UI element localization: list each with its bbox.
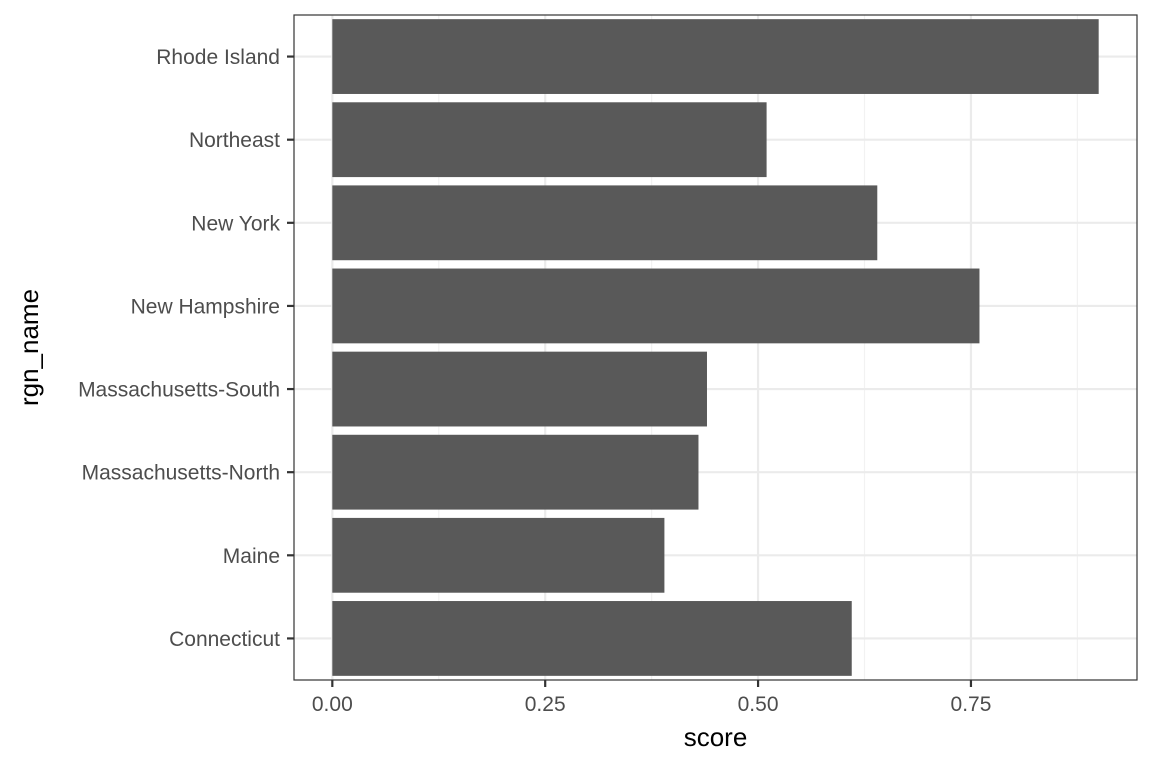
- y-axis: Connecticut Maine Massachusetts-North Massa…: [78, 46, 294, 651]
- y-tick-label: New York: [191, 212, 280, 235]
- bars: [332, 19, 1099, 676]
- y-tick-label: Northeast: [189, 129, 280, 152]
- bar: [332, 517, 665, 593]
- y-tick-label: Connecticut: [169, 628, 280, 651]
- bar: [332, 351, 707, 427]
- bar: [332, 185, 878, 261]
- x-tick-label: 0.50: [738, 693, 779, 716]
- bar: [332, 268, 980, 344]
- x-tick-label: 0.75: [951, 693, 992, 716]
- y-tick-label: Massachusetts-North: [82, 462, 280, 485]
- x-axis: 0.00 0.25 0.50 0.75: [312, 680, 992, 716]
- x-axis-title: score: [684, 722, 748, 752]
- bar: [332, 19, 1099, 94]
- y-axis-title: rgn_name: [14, 289, 44, 406]
- panel-border: [293, 14, 1138, 681]
- x-tick-label: 0.25: [525, 693, 566, 716]
- bar: [332, 601, 852, 676]
- bar: [332, 102, 767, 178]
- bar: [332, 434, 699, 510]
- y-tick-label: Massachusetts-South: [78, 379, 280, 402]
- y-tick-label: Rhode Island: [156, 46, 280, 69]
- x-tick-label: 0.00: [312, 693, 353, 716]
- y-tick-label: New Hampshire: [131, 295, 280, 318]
- y-tick-label: Maine: [223, 545, 280, 568]
